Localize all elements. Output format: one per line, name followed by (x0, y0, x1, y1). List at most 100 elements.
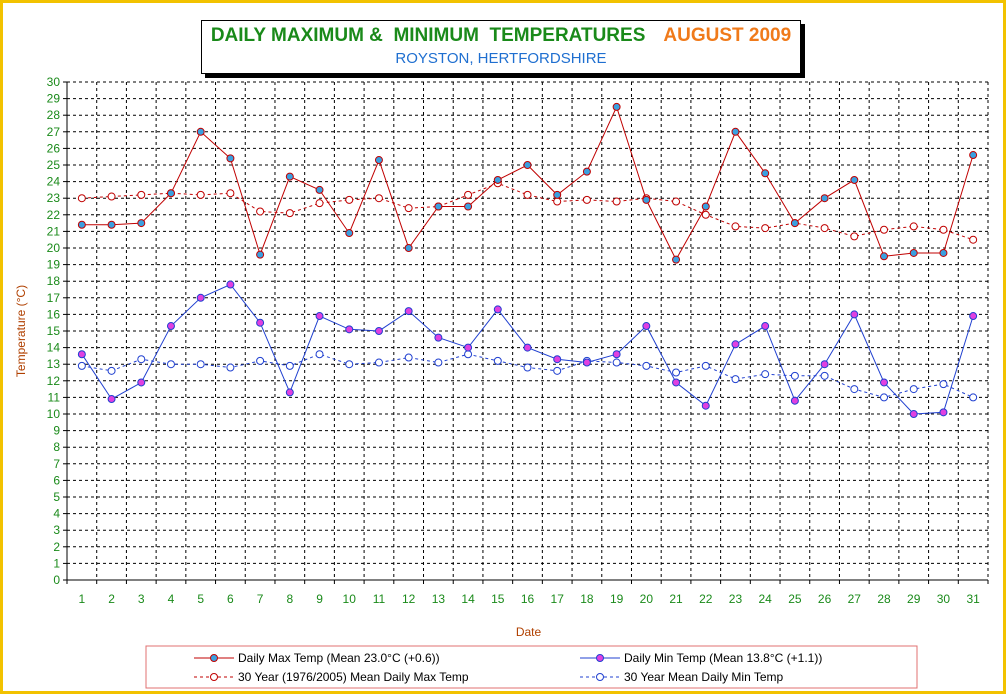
data-point-series-3 (256, 207, 265, 216)
x-tick-label: 21 (669, 592, 683, 606)
y-tick-label: 29 (47, 92, 61, 106)
data-point-series-2 (77, 350, 86, 359)
data-point-series-2 (256, 318, 265, 327)
legend-swatch-marker (596, 654, 604, 662)
data-point-series-3 (196, 190, 205, 199)
data-point-series-3 (553, 197, 562, 206)
data-point-series-1 (166, 189, 175, 198)
data-point-series-4 (731, 375, 740, 384)
data-point-series-3 (137, 190, 146, 199)
y-tick-label: 7 (53, 457, 60, 471)
y-tick-label: 5 (53, 490, 60, 504)
data-point-series-1 (137, 219, 146, 228)
data-point-series-4 (969, 393, 978, 402)
data-point-series-1 (107, 220, 116, 229)
x-tick-label: 24 (758, 592, 772, 606)
x-tick-label: 25 (788, 592, 802, 606)
data-point-series-1 (434, 202, 443, 211)
data-point-series-4 (553, 366, 562, 375)
y-tick-label: 14 (47, 341, 61, 355)
data-point-series-3 (226, 189, 235, 198)
data-point-series-3 (107, 192, 116, 201)
data-point-series-3 (701, 210, 710, 219)
x-tick-label: 2 (108, 592, 115, 606)
chart-subtitle: ROYSTON, HERTFORDSHIRE (395, 50, 607, 67)
data-point-series-1 (345, 229, 354, 238)
data-point-series-3 (582, 195, 591, 204)
data-point-series-2 (166, 322, 175, 331)
data-point-series-4 (256, 356, 265, 365)
data-point-series-3 (672, 197, 681, 206)
data-point-series-4 (820, 371, 829, 380)
data-point-series-3 (939, 225, 948, 234)
data-point-series-2 (582, 358, 591, 367)
data-point-series-2 (493, 305, 502, 314)
data-point-series-3 (374, 194, 383, 203)
data-point-series-2 (374, 327, 383, 335)
x-tick-label: 27 (848, 592, 862, 606)
x-tick-label: 11 (373, 592, 386, 606)
data-point-series-4 (880, 393, 889, 402)
x-tick-label: 26 (818, 592, 832, 606)
data-point-series-4 (166, 360, 175, 369)
data-point-series-1 (493, 175, 502, 184)
data-point-series-3 (345, 195, 354, 204)
x-tick-label: 10 (343, 592, 357, 606)
data-point-series-4 (672, 368, 681, 377)
data-point-series-1 (612, 102, 621, 111)
data-point-series-1 (315, 185, 324, 194)
y-tick-label: 8 (53, 440, 60, 454)
title-box: DAILY MAXIMUM & MINIMUM TEMPERATURES AUGU… (201, 20, 801, 74)
data-point-series-2 (285, 388, 294, 397)
data-point-series-1 (969, 151, 978, 160)
data-point-series-2 (612, 350, 621, 359)
data-point-series-4 (315, 350, 324, 359)
x-axis-title: Date (516, 625, 542, 639)
data-point-series-4 (493, 356, 502, 365)
data-point-series-1 (285, 172, 294, 181)
y-tick-label: 17 (47, 291, 61, 305)
data-point-series-3 (761, 224, 770, 233)
legend-label: Daily Min Temp (Mean 13.8°C (+1.1)) (624, 651, 822, 665)
x-tick-label: 3 (138, 592, 145, 606)
x-tick-label: 30 (937, 592, 951, 606)
y-tick-label: 18 (47, 274, 61, 288)
data-point-series-2 (464, 343, 473, 352)
y-tick-label: 4 (53, 507, 60, 521)
data-point-series-3 (969, 235, 978, 244)
x-tick-label: 4 (168, 592, 175, 606)
data-point-series-3 (880, 225, 889, 234)
data-point-series-3 (315, 199, 324, 208)
data-point-series-4 (404, 353, 413, 362)
x-tick-label: 1 (79, 592, 86, 606)
data-point-series-1 (464, 202, 473, 211)
legend-label: 30 Year (1976/2005) Mean Daily Max Temp (238, 670, 469, 684)
x-tick-label: 7 (257, 592, 264, 606)
data-point-series-3 (404, 204, 413, 213)
data-point-series-2 (404, 307, 413, 316)
data-point-series-2 (790, 396, 799, 405)
y-tick-label: 24 (47, 175, 61, 189)
data-point-series-1 (850, 175, 859, 184)
x-tick-label: 19 (610, 592, 624, 606)
x-tick-label: 23 (729, 592, 743, 606)
data-point-series-4 (434, 358, 443, 367)
data-point-series-1 (374, 156, 383, 165)
data-point-series-2 (880, 378, 889, 387)
data-point-series-4 (374, 358, 383, 367)
data-point-series-2 (969, 312, 978, 321)
data-point-series-1 (523, 161, 532, 169)
y-tick-label: 16 (47, 307, 61, 321)
data-point-series-4 (137, 355, 146, 364)
data-point-series-4 (523, 363, 532, 372)
y-tick-label: 3 (53, 523, 60, 537)
y-tick-label: 0 (53, 573, 60, 587)
data-point-series-2 (226, 280, 235, 289)
x-tick-label: 16 (521, 592, 535, 606)
data-point-series-4 (761, 370, 770, 379)
data-point-series-1 (731, 127, 740, 136)
x-tick-label: 12 (402, 592, 416, 606)
data-point-series-2 (909, 410, 918, 418)
